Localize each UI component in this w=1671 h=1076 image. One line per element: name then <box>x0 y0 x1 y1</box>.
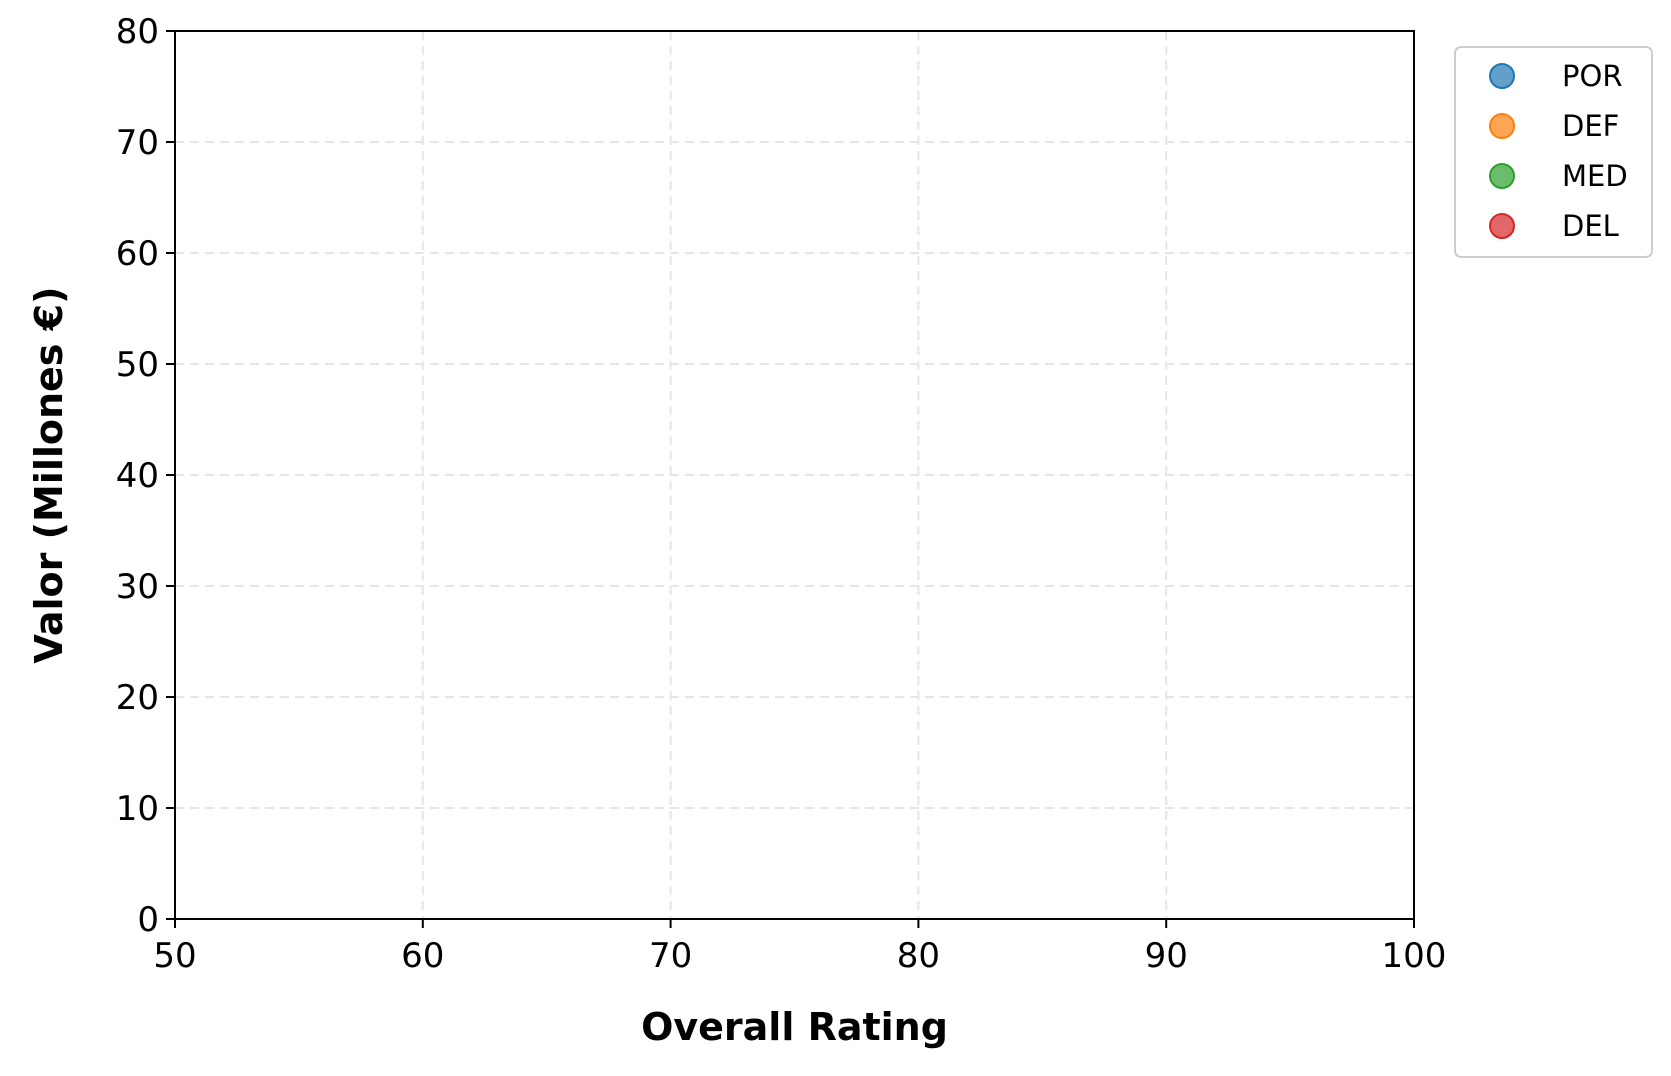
y-tick-label: 0 <box>137 900 159 940</box>
y-tick-label: 70 <box>116 123 159 163</box>
legend-marker <box>1489 213 1515 239</box>
legend: POR DEF MED DEL <box>1454 46 1653 258</box>
x-tick-label: 100 <box>1382 936 1447 976</box>
legend-label: POR <box>1562 59 1622 93</box>
legend-label: MED <box>1562 159 1628 193</box>
x-tick-label: 80 <box>897 936 940 976</box>
legend-items: POR DEF MED DEL <box>1489 59 1628 243</box>
y-tick-label: 40 <box>116 456 159 496</box>
legend-marker <box>1489 113 1515 139</box>
legend-marker <box>1489 63 1515 89</box>
x-tick-label: 70 <box>649 936 692 976</box>
axis-ticks: 50 60 70 80 90 100 0 10 20 30 40 50 60 70 80 <box>116 12 1447 976</box>
y-tick-label: 30 <box>116 567 159 607</box>
y-tick-label: 10 <box>116 789 159 829</box>
x-axis-label: Overall Rating <box>641 1005 948 1049</box>
grid <box>175 31 1414 919</box>
legend-label: DEL <box>1562 209 1619 243</box>
legend-marker <box>1489 163 1515 189</box>
y-tick-label: 20 <box>116 678 159 718</box>
y-axis-label: Valor (Millones €) <box>27 287 71 664</box>
y-tick-label: 50 <box>116 345 159 385</box>
y-tick-label: 60 <box>116 234 159 274</box>
y-tick-label: 80 <box>116 12 159 52</box>
x-tick-label: 60 <box>401 936 444 976</box>
legend-box <box>1454 46 1653 258</box>
x-tick-label: 90 <box>1145 936 1188 976</box>
x-tick-label: 50 <box>153 936 196 976</box>
legend-label: DEF <box>1562 109 1619 143</box>
